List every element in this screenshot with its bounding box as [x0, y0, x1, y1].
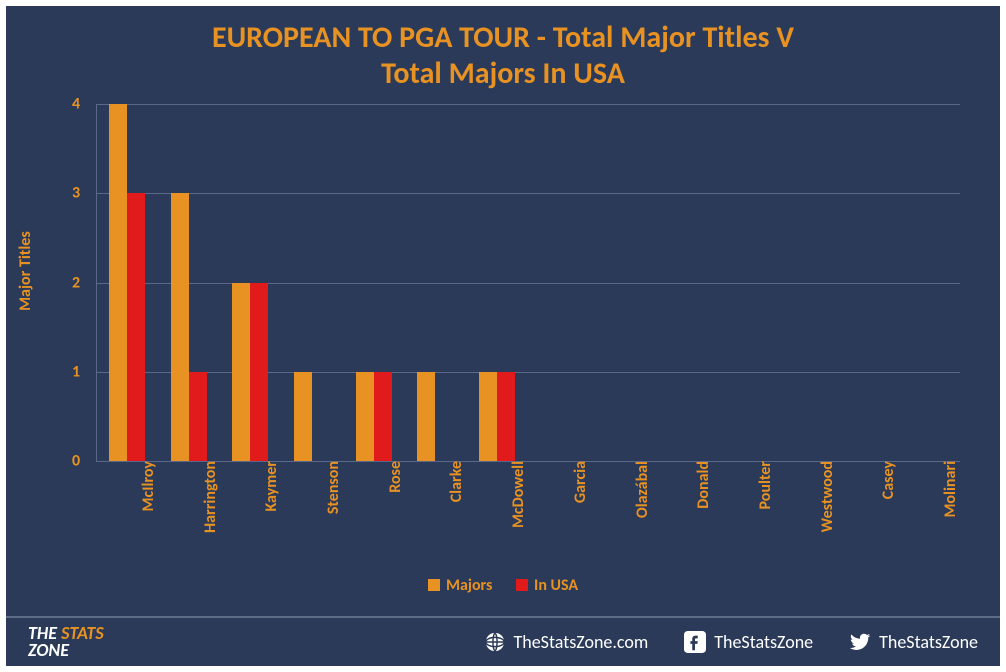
x-tick-label: Clarke [439, 461, 466, 502]
legend: Majors In USA [6, 576, 1000, 597]
category: McIlroy [96, 104, 158, 461]
category: Stenson [281, 104, 343, 461]
bar [479, 372, 497, 461]
x-tick-label: Olazábal [625, 461, 652, 518]
bar-pair [898, 104, 960, 461]
bar [356, 372, 374, 461]
outer-frame: EUROPEAN TO PGA TOUR - Total Major Title… [0, 0, 1006, 672]
bar-pair [590, 104, 652, 461]
bar-pair [405, 104, 467, 461]
legend-swatch-in-usa [516, 579, 528, 591]
category: Garcia [528, 104, 590, 461]
bar-pair [528, 104, 590, 461]
bar [109, 104, 127, 461]
category: Donald [651, 104, 713, 461]
bar [497, 372, 515, 461]
category: Poulter [713, 104, 775, 461]
logo-text-zone: ZONE [28, 639, 69, 661]
x-tick-label: McDowell [501, 461, 528, 528]
x-tick-label: Casey [871, 461, 898, 499]
globe-icon [484, 631, 506, 653]
x-tick-label: Westwood [810, 461, 837, 532]
legend-item-majors: Majors [428, 576, 492, 595]
category: Kaymer [219, 104, 281, 461]
category: Casey [837, 104, 899, 461]
category: McDowell [466, 104, 528, 461]
bar-pair [775, 104, 837, 461]
footer-facebook[interactable]: TheStatsZone [684, 631, 813, 653]
title-line-1: EUROPEAN TO PGA TOUR - Total Major Title… [26, 20, 980, 56]
category: Molinari [898, 104, 960, 461]
bar-pair [466, 104, 528, 461]
y-tick-label: 2 [72, 273, 80, 292]
x-tick-label: Stenson [316, 461, 343, 514]
footer-website[interactable]: TheStatsZone.com [484, 631, 649, 653]
footer-twitter[interactable]: TheStatsZone [849, 631, 978, 653]
bar-pair [96, 104, 158, 461]
legend-item-in-usa: In USA [516, 576, 578, 595]
category: Westwood [775, 104, 837, 461]
footer-website-text: TheStatsZone.com [514, 631, 649, 653]
x-tick-label: Harrington [193, 461, 220, 533]
legend-swatch-majors [428, 579, 440, 591]
y-tick-label: 4 [72, 95, 80, 114]
chart-area: Major Titles 01234McIlroyHarringtonKayme… [66, 98, 970, 616]
x-tick-label: McIlroy [131, 461, 158, 511]
plot-area: 01234McIlroyHarringtonKaymerStensonRoseC… [96, 104, 960, 461]
bar [189, 372, 207, 461]
title-line-2: Total Majors In USA [26, 56, 980, 92]
bar-pair [837, 104, 899, 461]
facebook-icon [684, 631, 706, 653]
chart-panel: EUROPEAN TO PGA TOUR - Total Major Title… [6, 6, 1000, 666]
category: Rose [343, 104, 405, 461]
chart-title: EUROPEAN TO PGA TOUR - Total Major Title… [6, 6, 1000, 98]
x-tick-label: Kaymer [254, 461, 281, 512]
bar [417, 372, 435, 461]
category: Harrington [158, 104, 220, 461]
bar-pair [651, 104, 713, 461]
bar [171, 193, 189, 461]
y-axis-label: Major Titles [16, 231, 35, 311]
footer: THE STATS ZONE TheStatsZone.com TheStats… [6, 616, 1000, 666]
twitter-icon [849, 631, 871, 653]
legend-label-majors: Majors [446, 576, 492, 595]
bar [127, 193, 145, 461]
footer-facebook-text: TheStatsZone [714, 631, 813, 653]
x-tick-label: Rose [378, 461, 405, 493]
y-tick-label: 1 [72, 362, 80, 381]
category: Clarke [405, 104, 467, 461]
bar [374, 372, 392, 461]
bar-pair [158, 104, 220, 461]
brand-logo: THE STATS ZONE [28, 625, 104, 658]
y-tick-label: 3 [72, 184, 80, 203]
bar-pair [343, 104, 405, 461]
bar-pair [281, 104, 343, 461]
x-tick-label: Donald [686, 461, 713, 509]
legend-label-in-usa: In USA [534, 576, 578, 595]
footer-twitter-text: TheStatsZone [879, 631, 978, 653]
y-tick-label: 0 [72, 452, 80, 471]
bar [250, 283, 268, 462]
category: Olazábal [590, 104, 652, 461]
bar [232, 283, 250, 462]
x-tick-label: Molinari [933, 461, 960, 518]
bar-pair [219, 104, 281, 461]
bar-pair [713, 104, 775, 461]
bars-layer: McIlroyHarringtonKaymerStensonRoseClarke… [96, 104, 960, 461]
x-tick-label: Poulter [748, 461, 775, 509]
bar [294, 372, 312, 461]
x-tick-label: Garcia [563, 461, 590, 503]
